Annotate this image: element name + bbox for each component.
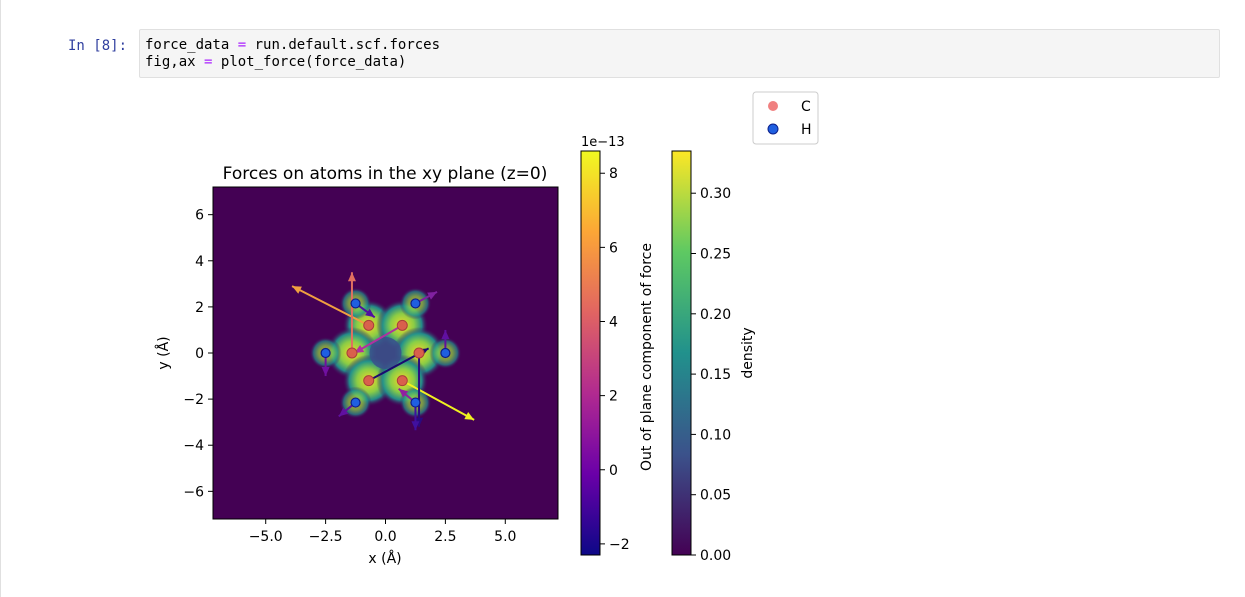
atom-marker-h <box>440 347 451 359</box>
atom-marker-h <box>350 298 361 309</box>
chart-title: Forces on atoms in the xy plane (z=0) <box>223 164 548 184</box>
force-colorbar-offset: 1e−13 <box>581 135 625 150</box>
force-colorbar-label: Out of plane component of force <box>639 243 655 471</box>
y-tick-label: −4 <box>183 438 204 454</box>
atom-marker-c <box>363 375 375 387</box>
force-arrows <box>291 272 475 431</box>
force-colorbar-ticks: 8 6 4 2 0 −2 <box>600 166 630 553</box>
atom-marker-h <box>350 397 361 408</box>
force-arrow-head <box>365 308 375 318</box>
code-editor[interactable]: force_data = run.default.scf.forces fig,… <box>145 37 440 71</box>
density-colorbar-ticks: 0.30 0.25 0.20 0.15 0.10 0.05 0.00 <box>691 186 731 564</box>
atom-marker-h <box>410 397 421 408</box>
atom-marker-c <box>413 347 425 359</box>
notebook-left-rule <box>0 0 1 597</box>
atom-marker-h <box>320 347 331 359</box>
x-tick-label: 0.0 <box>374 529 396 545</box>
y-axis-label: y (Å) <box>155 336 172 369</box>
legend-marker-h <box>767 123 779 135</box>
colorbar-tick-label: 0.00 <box>700 548 731 564</box>
force-arrow-head <box>411 421 420 431</box>
colorbar-tick-label: 0.25 <box>700 247 731 263</box>
y-tick-label: 4 <box>195 254 204 270</box>
y-tick-label: −6 <box>183 484 204 500</box>
x-axis-ticks: −5.0 −2.5 0.0 2.5 5.0 <box>249 519 516 545</box>
y-tick-label: 0 <box>195 346 204 362</box>
y-tick-label: 6 <box>195 208 204 224</box>
colorbar-tick-label: 4 <box>609 314 618 330</box>
colorbar-tick-label: 2 <box>609 389 618 405</box>
code-line-1: force_data = run.default.scf.forces <box>145 37 441 53</box>
force-arrow-head <box>441 329 450 339</box>
x-tick-label: −5.0 <box>249 529 283 545</box>
colorbar-tick-label: 0.20 <box>700 307 731 323</box>
density-ring-center <box>369 337 402 369</box>
x-tick-label: −2.5 <box>309 529 343 545</box>
force-arrow-shaft <box>291 285 370 327</box>
force-colorbar <box>580 150 601 556</box>
colorbar-tick-label: 0.10 <box>700 427 731 443</box>
cell-prompt: In [8]: <box>68 38 128 54</box>
code-line-2: fig,ax = plot_force(force_data) <box>145 54 407 70</box>
code-cell-input[interactable]: force_data = run.default.scf.forces fig,… <box>139 29 1220 78</box>
colorbar-tick-label: 8 <box>609 166 618 182</box>
legend-marker-c <box>768 101 778 111</box>
force-arrow-head <box>464 412 475 420</box>
atom-marker-c <box>346 347 358 359</box>
atom-marker-c <box>396 319 408 331</box>
x-axis-label: x (Å) <box>368 550 401 567</box>
colorbar-tick-label: 0 <box>609 463 618 479</box>
force-arrow-head <box>427 291 438 300</box>
force-arrow-shaft <box>401 379 475 421</box>
colorbar-tick-label: −2 <box>609 537 630 553</box>
legend-label-c: C <box>801 99 811 115</box>
force-arrow-head <box>292 286 302 294</box>
x-tick-label: 5.0 <box>494 529 516 545</box>
force-arrow-shaft <box>353 324 403 354</box>
y-tick-label: −2 <box>183 392 204 408</box>
colorbar-tick-label: 6 <box>609 240 618 256</box>
colorbar-tick-label: 0.15 <box>700 367 731 383</box>
atom-marker-c <box>363 319 375 331</box>
colorbar-tick-label: 0.30 <box>700 186 731 202</box>
y-axis-ticks: 6 4 2 0 −2 −4 −6 <box>183 208 213 500</box>
atom-marker-c <box>396 375 408 387</box>
x-tick-label: 2.5 <box>434 529 456 545</box>
legend-label-h: H <box>801 122 812 138</box>
force-arrow-head <box>347 272 356 282</box>
y-tick-label: 2 <box>195 300 204 316</box>
legend: C H <box>752 91 819 145</box>
force-arrow-head <box>415 417 424 427</box>
atom-marker-h <box>410 298 421 309</box>
force-arrow-head <box>398 388 409 398</box>
atom-markers <box>320 298 451 408</box>
density-colorbar <box>671 150 692 556</box>
colorbar-tick-label: 0.05 <box>700 488 731 504</box>
force-arrow-head <box>321 367 330 377</box>
force-arrow-head <box>338 407 349 417</box>
density-colorbar-label: density <box>740 327 756 378</box>
